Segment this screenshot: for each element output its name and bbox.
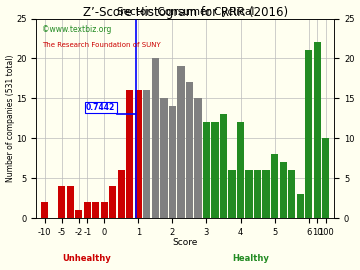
Bar — [58, 186, 65, 218]
Bar — [135, 90, 142, 218]
Bar — [126, 90, 134, 218]
Bar — [228, 170, 236, 218]
Bar — [160, 98, 167, 218]
Bar — [297, 194, 304, 218]
Bar — [169, 106, 176, 218]
Bar — [177, 66, 185, 218]
Bar — [75, 210, 82, 218]
Bar — [271, 154, 278, 218]
Bar — [194, 98, 202, 218]
Bar — [143, 90, 150, 218]
Bar — [220, 114, 227, 218]
Bar — [92, 202, 99, 218]
Bar — [262, 170, 270, 218]
Bar — [211, 122, 219, 218]
Bar — [186, 82, 193, 218]
Bar — [152, 58, 159, 218]
Bar — [101, 202, 108, 218]
Title: Z’-Score Histogram for RRR (2016): Z’-Score Histogram for RRR (2016) — [83, 6, 288, 19]
Bar — [246, 170, 253, 218]
Bar — [305, 50, 312, 218]
Y-axis label: Number of companies (531 total): Number of companies (531 total) — [5, 55, 14, 182]
Text: 0.7442: 0.7442 — [86, 103, 115, 112]
Text: ©www.textbiz.org: ©www.textbiz.org — [42, 25, 112, 33]
Bar — [254, 170, 261, 218]
Bar — [279, 162, 287, 218]
Bar — [67, 186, 74, 218]
Bar — [109, 186, 116, 218]
Bar — [322, 138, 329, 218]
Bar — [84, 202, 91, 218]
Bar — [237, 122, 244, 218]
Bar — [203, 122, 210, 218]
Bar — [118, 170, 125, 218]
Text: The Research Foundation of SUNY: The Research Foundation of SUNY — [42, 42, 161, 49]
Bar — [288, 170, 295, 218]
Bar — [41, 202, 48, 218]
Text: Healthy: Healthy — [232, 254, 269, 263]
Text: Sector: Consumer Cyclical: Sector: Consumer Cyclical — [117, 6, 254, 16]
Text: Unhealthy: Unhealthy — [63, 254, 111, 263]
X-axis label: Score: Score — [172, 238, 198, 247]
Bar — [314, 42, 321, 218]
